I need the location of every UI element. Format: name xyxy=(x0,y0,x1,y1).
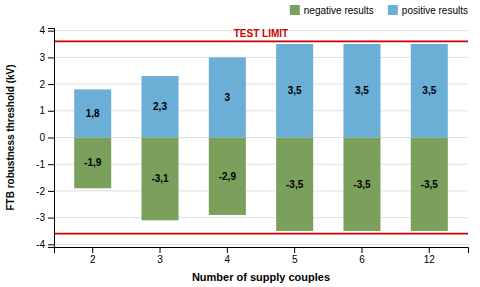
grid-line xyxy=(54,244,468,245)
grid-line xyxy=(54,164,468,165)
tick-mark xyxy=(48,244,54,245)
tick: 2 xyxy=(90,247,96,265)
tick-mark xyxy=(48,164,54,165)
bar-series xyxy=(74,44,448,137)
tick-label: -1 xyxy=(36,159,45,170)
legend-swatch xyxy=(388,5,398,15)
bar xyxy=(276,138,313,231)
tick-label: 2 xyxy=(39,79,45,90)
bar xyxy=(142,76,179,137)
tick: 4 xyxy=(39,25,54,36)
reference-line xyxy=(54,40,468,42)
data-label: -3,1 xyxy=(151,173,169,184)
data-label: -1,9 xyxy=(84,157,102,168)
tick: 5 xyxy=(292,247,298,265)
bar xyxy=(74,138,111,189)
bar xyxy=(411,44,448,137)
grid xyxy=(54,31,468,245)
grid-line xyxy=(54,137,468,138)
tick-label: -3 xyxy=(36,212,45,223)
reference-line xyxy=(54,233,468,235)
tick-label: 1 xyxy=(39,105,45,116)
y-axis-title: FTB robustness threshold (kV) xyxy=(5,64,16,210)
tick-mark xyxy=(92,247,93,253)
tick-label: 6 xyxy=(359,254,365,265)
bar xyxy=(343,44,380,137)
tick: 2 xyxy=(39,79,54,90)
data-labels: -1,9 -3,1 -2,9 -3,5 -3,5 -3,5 1,8 2,3 3 3,5 3,5 3,5 xyxy=(84,85,438,189)
tick: 1 xyxy=(39,105,54,116)
bar xyxy=(142,138,179,221)
data-label: -3,5 xyxy=(421,179,439,190)
bar-series xyxy=(74,138,448,231)
tick-label: 4 xyxy=(225,254,231,265)
grid-line xyxy=(54,190,468,191)
grid-line xyxy=(54,110,468,111)
tick: -4 xyxy=(36,239,54,250)
bar xyxy=(343,138,380,231)
tick-label: 5 xyxy=(292,254,298,265)
tick-label: 12 xyxy=(424,254,436,265)
tick: 4 xyxy=(225,247,231,265)
bar xyxy=(209,57,246,137)
tick-mark xyxy=(48,84,54,85)
tick-label: 4 xyxy=(39,25,45,36)
tick-mark xyxy=(48,218,54,219)
data-label: -2,9 xyxy=(219,171,237,182)
x-axis-title: Number of supply couples xyxy=(192,271,330,283)
grid-line xyxy=(54,84,468,85)
data-label: 2,3 xyxy=(153,101,167,112)
legend-label: negative results xyxy=(304,5,374,16)
tick: 3 xyxy=(39,52,54,63)
tick-label: -4 xyxy=(36,239,45,250)
legend-label: positive results xyxy=(402,5,468,16)
tick-mark xyxy=(48,111,54,112)
bar xyxy=(74,89,111,137)
data-label: 3,5 xyxy=(288,85,302,96)
bar xyxy=(276,44,313,137)
grid-line xyxy=(54,57,468,58)
grid-line xyxy=(54,217,468,218)
tick-label: 3 xyxy=(39,52,45,63)
data-label: 1,8 xyxy=(86,108,100,119)
legend: negative results positive results xyxy=(290,5,468,16)
plot-area xyxy=(54,41,468,233)
legend-item: positive results xyxy=(388,5,468,16)
bar xyxy=(411,138,448,231)
data-label: 3,5 xyxy=(355,85,369,96)
tick: -3 xyxy=(36,212,54,223)
tick-label: 3 xyxy=(157,254,163,265)
tick: 6 xyxy=(359,247,365,265)
tick-mark xyxy=(227,247,228,253)
x-axis: 2 3 4 5 6 12 xyxy=(55,247,469,265)
tick-label: 2 xyxy=(90,254,96,265)
axis-domain xyxy=(48,29,55,248)
legend-swatch xyxy=(290,5,300,15)
data-label: -3,5 xyxy=(353,179,371,190)
axis-domain xyxy=(55,248,469,254)
tick-mark xyxy=(160,247,161,253)
tick: 0 xyxy=(39,132,54,143)
tick-label: 0 xyxy=(39,132,45,143)
tick-label: -2 xyxy=(36,186,45,197)
tick-mark xyxy=(48,191,54,192)
tick-mark xyxy=(361,247,362,253)
tick-mark xyxy=(48,31,54,32)
annotation: TEST LIMIT xyxy=(234,28,288,39)
tick: -2 xyxy=(36,186,54,197)
legend-item: negative results xyxy=(290,5,374,16)
data-label: 3 xyxy=(225,92,231,103)
tick-mark xyxy=(294,247,295,253)
data-label: -3,5 xyxy=(286,179,304,190)
y-axis: -4 -3 -2 -1 0 1 2 3 4 xyxy=(36,25,54,250)
tick-mark xyxy=(48,57,54,58)
tick: -1 xyxy=(36,159,54,170)
tick: 3 xyxy=(157,247,163,265)
data-label: 3,5 xyxy=(422,85,436,96)
tick-mark xyxy=(48,138,54,139)
tick: 12 xyxy=(424,247,436,265)
tick-mark xyxy=(429,247,430,253)
bar xyxy=(209,138,246,215)
